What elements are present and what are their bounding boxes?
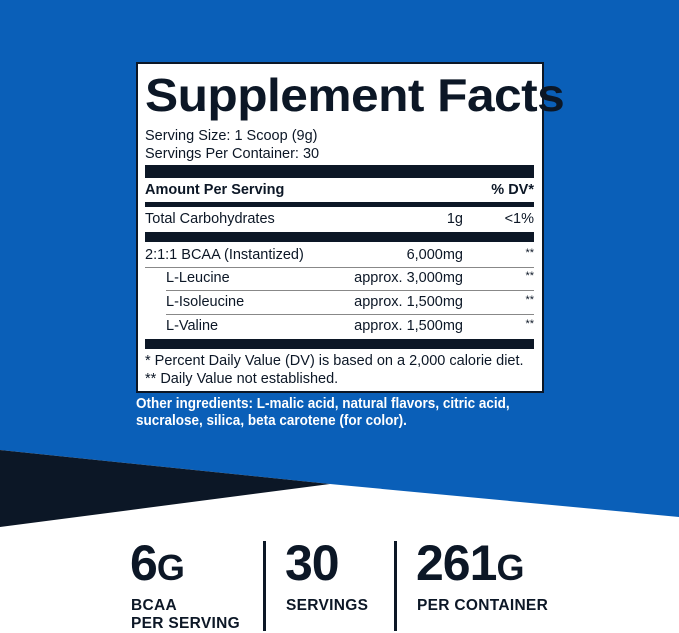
stat-servings-value: 30 bbox=[285, 534, 340, 592]
row-amount: 1g bbox=[446, 211, 463, 227]
row-dv: ** bbox=[525, 247, 534, 259]
thick-divider bbox=[145, 339, 534, 349]
row-name: Total Carbohydrates bbox=[145, 211, 275, 227]
panel-title: Supplement Facts bbox=[145, 69, 565, 121]
stat-label: PER SERVING bbox=[131, 615, 240, 632]
stat-number: 6 bbox=[130, 535, 158, 591]
thick-divider bbox=[145, 165, 534, 178]
row-name: L-Leucine bbox=[166, 270, 230, 286]
other-ingredients: Other ingredients: L-malic acid, natural… bbox=[136, 395, 510, 429]
ingredients-line: Other ingredients: L-malic acid, natural… bbox=[136, 395, 510, 412]
row-dv: ** bbox=[525, 318, 534, 330]
row-dv: <1% bbox=[504, 211, 534, 227]
footnote-not-established: ** Daily Value not established. bbox=[145, 371, 339, 387]
row-name: L-Isoleucine bbox=[166, 294, 245, 310]
row-divider bbox=[166, 290, 534, 291]
stat-number: 30 bbox=[285, 535, 340, 591]
row-amount: approx. 1,500mg bbox=[354, 294, 463, 310]
navy-wedge bbox=[0, 450, 330, 527]
stat-unit: G bbox=[496, 547, 524, 588]
stat-container-value: 261G bbox=[416, 534, 524, 592]
stat-label: SERVINGS bbox=[286, 597, 369, 614]
row-name: 2:1:1 BCAA (Instantized) bbox=[145, 247, 304, 263]
stat-bcaa-label: BCAA PER SERVING bbox=[131, 597, 240, 633]
servings-per-container: Servings Per Container: 30 bbox=[145, 146, 320, 162]
stat-container-label: PER CONTAINER bbox=[417, 597, 548, 615]
thick-divider bbox=[145, 232, 534, 242]
supplement-facts-panel: Supplement Facts Serving Size: 1 Scoop (… bbox=[136, 62, 565, 393]
stat-unit: G bbox=[156, 547, 185, 588]
row-amount: 6,000mg bbox=[406, 247, 463, 263]
stat-label: PER CONTAINER bbox=[417, 597, 549, 614]
row-divider bbox=[145, 267, 534, 268]
stat-divider bbox=[394, 541, 397, 631]
stat-number: 261 bbox=[416, 535, 497, 591]
stat-bcaa-value: 6G bbox=[130, 534, 185, 592]
row-divider bbox=[166, 314, 534, 315]
divider bbox=[145, 202, 534, 207]
stat-divider bbox=[263, 541, 266, 631]
row-dv: ** bbox=[525, 294, 534, 306]
stat-servings-label: SERVINGS bbox=[286, 597, 368, 615]
stat-label: BCAA bbox=[131, 597, 177, 614]
row-name: L-Valine bbox=[166, 318, 219, 334]
ingredients-line: sucralose, silica, beta carotene (for co… bbox=[136, 412, 407, 429]
footnote-dv: * Percent Daily Value (DV) is based on a… bbox=[145, 353, 524, 369]
row-dv: ** bbox=[525, 270, 534, 282]
amount-header: Amount Per Serving bbox=[145, 182, 285, 198]
serving-size: Serving Size: 1 Scoop (9g) bbox=[145, 128, 318, 144]
dv-header: % DV* bbox=[491, 182, 534, 198]
row-amount: approx. 3,000mg bbox=[354, 270, 463, 286]
row-amount: approx. 1,500mg bbox=[354, 318, 463, 334]
